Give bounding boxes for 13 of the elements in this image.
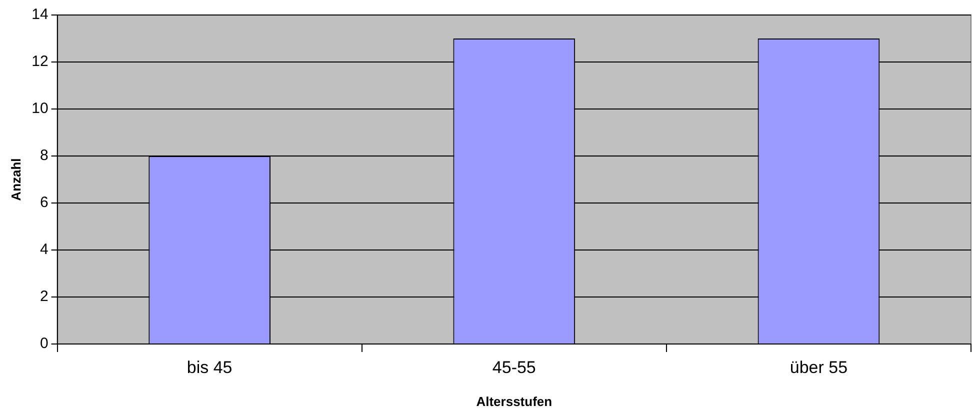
x-tick-label: bis 45 bbox=[186, 358, 232, 377]
y-tick-label: 2 bbox=[40, 288, 48, 306]
y-tick-label: 4 bbox=[40, 241, 48, 258]
y-tick-label: 14 bbox=[32, 6, 48, 24]
y-tick-label: 6 bbox=[40, 194, 48, 212]
y-axis-title: Anzahl bbox=[8, 158, 24, 201]
y-tick-label: 10 bbox=[32, 100, 48, 118]
y-tick-label: 8 bbox=[40, 147, 48, 164]
x-tick-label: 45-55 bbox=[492, 358, 536, 377]
x-axis-title: Altersstufen bbox=[476, 394, 552, 409]
y-tick-label: 0 bbox=[40, 335, 48, 352]
x-tick-label: über 55 bbox=[790, 358, 848, 377]
y-tick-label: 12 bbox=[32, 53, 48, 70]
